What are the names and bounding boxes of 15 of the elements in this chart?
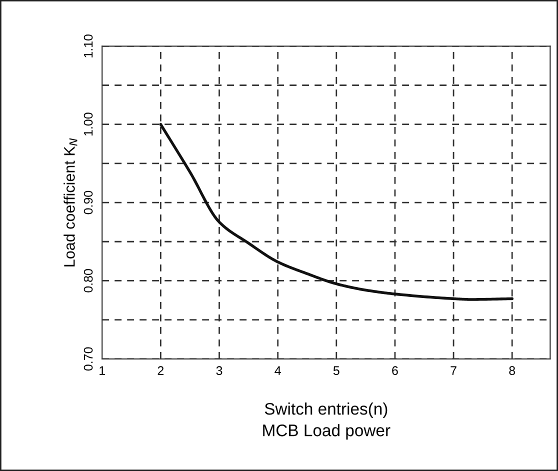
y-tick-label: 0.90 — [84, 190, 93, 214]
y-tick-label: 0.70 — [84, 347, 93, 371]
x-tick-label: 7 — [450, 366, 456, 375]
x-axis-title: Switch entries(n) MCB Load power — [263, 402, 390, 440]
x-tick-label: 3 — [216, 366, 222, 376]
x-tick-label: 2 — [158, 366, 164, 375]
x-tick-label: 1 — [100, 366, 105, 375]
y-tick-label: 0.80 — [84, 269, 93, 292]
x-tick-label: 8 — [509, 366, 516, 376]
x-tick-label: 6 — [392, 366, 398, 376]
y-tick-label: 1.00 — [84, 112, 93, 136]
y-tick-label: 1.10 — [84, 34, 93, 58]
x-tick-label: 5 — [333, 366, 340, 376]
x-tick-label: 4 — [274, 366, 281, 375]
y-axis-title: Load coefficient K$_{N}$ — [64, 138, 78, 266]
